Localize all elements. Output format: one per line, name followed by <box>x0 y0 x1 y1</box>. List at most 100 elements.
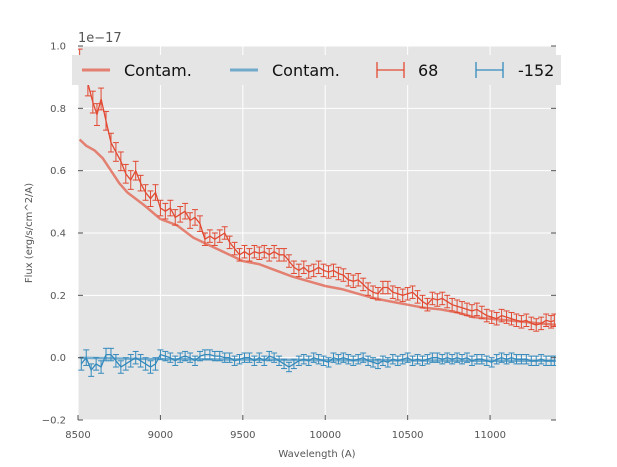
error-bar <box>394 355 401 366</box>
error-bar <box>216 350 223 362</box>
error-bar <box>295 355 302 366</box>
error-bar <box>463 302 470 317</box>
error-bar <box>266 248 273 262</box>
error-bar <box>271 352 278 363</box>
error-bar <box>216 229 223 243</box>
error-bar <box>518 315 525 329</box>
y-tick-label: 0.6 <box>50 166 66 177</box>
error-bar <box>147 360 154 374</box>
error-bar <box>231 241 238 256</box>
error-bar <box>192 355 199 366</box>
error-bar <box>246 352 253 363</box>
error-bar <box>93 357 100 371</box>
error-bar <box>221 226 228 240</box>
error-bar <box>538 316 545 331</box>
error-bar <box>463 352 470 363</box>
error-bar <box>350 274 357 289</box>
error-bar <box>187 352 194 363</box>
error-bar <box>488 357 495 368</box>
error-bar <box>107 347 114 362</box>
error-bar <box>182 202 189 220</box>
error-bar <box>439 291 446 306</box>
error-bar <box>394 287 401 301</box>
error-bar <box>276 355 283 366</box>
error-bar <box>187 212 194 229</box>
error-bar <box>355 273 362 287</box>
error-bar <box>192 209 199 226</box>
error-bar <box>374 287 381 301</box>
error-bar <box>103 110 110 131</box>
error-bar <box>117 360 124 374</box>
error-bar <box>177 206 184 223</box>
error-bar <box>404 287 411 301</box>
error-bar <box>226 352 233 363</box>
error-bar <box>246 248 253 262</box>
error-bar <box>325 357 332 368</box>
error-bar <box>182 350 189 362</box>
error-bar <box>335 266 342 281</box>
error-bar <box>488 310 495 324</box>
x-tick-label: 11000 <box>474 430 506 441</box>
error-bar <box>112 142 119 162</box>
error-bar <box>483 355 490 366</box>
error-bar <box>201 232 208 246</box>
error-bar <box>167 199 174 217</box>
error-bar <box>251 244 258 259</box>
error-bar <box>439 354 446 365</box>
error-bar <box>345 273 352 287</box>
error-bar <box>340 352 347 363</box>
x-tick-label: 9000 <box>148 430 173 441</box>
error-bar <box>152 357 159 371</box>
error-bar <box>157 199 164 217</box>
error-bar <box>498 352 505 363</box>
error-bar <box>271 244 278 259</box>
error-bar <box>528 316 535 331</box>
error-bar <box>444 294 451 309</box>
error-bar <box>172 355 179 366</box>
error-bar <box>162 202 169 220</box>
error-bar <box>177 352 184 363</box>
error-bar <box>454 299 461 313</box>
legend-label-contam-red: Contam. <box>124 61 192 80</box>
error-bar <box>414 354 421 365</box>
y-tick-label: 0.2 <box>50 291 66 302</box>
x-tick-label: 10500 <box>392 430 424 441</box>
error-bar <box>330 263 337 278</box>
error-bar <box>345 354 352 365</box>
error-bar <box>211 232 218 246</box>
error-bar <box>137 174 144 192</box>
error-bar <box>503 310 510 324</box>
y-axis-label: Flux (erg/s/cm^2/A) <box>24 183 35 283</box>
y-tick-label: 1.0 <box>50 42 66 53</box>
error-bar <box>350 355 357 366</box>
error-bar <box>543 313 550 327</box>
error-bar <box>122 357 129 371</box>
error-bar <box>533 355 540 366</box>
error-bar <box>261 244 268 259</box>
error-bar <box>374 358 381 370</box>
y-tick-label: 0.0 <box>50 353 66 364</box>
y-tick-label: 0.4 <box>50 229 66 240</box>
error-bar <box>389 354 396 365</box>
error-bar <box>226 235 233 250</box>
error-bar <box>305 265 312 279</box>
error-bar <box>305 355 312 366</box>
error-bar <box>117 151 124 172</box>
error-bar <box>335 354 342 365</box>
error-bar <box>548 315 555 329</box>
error-bar <box>300 354 307 365</box>
error-bar <box>295 263 302 278</box>
error-bar <box>409 355 416 366</box>
error-bar <box>360 352 367 363</box>
error-bar <box>404 352 411 363</box>
error-bar <box>167 352 174 363</box>
error-bar <box>290 358 297 370</box>
error-bar <box>370 285 377 299</box>
error-bar <box>325 265 332 279</box>
error-bar <box>538 354 545 365</box>
error-bar <box>285 361 292 373</box>
error-bar <box>266 350 273 362</box>
legend: Contam. Contam. 68 -152 <box>72 55 561 85</box>
error-bar <box>478 354 485 365</box>
